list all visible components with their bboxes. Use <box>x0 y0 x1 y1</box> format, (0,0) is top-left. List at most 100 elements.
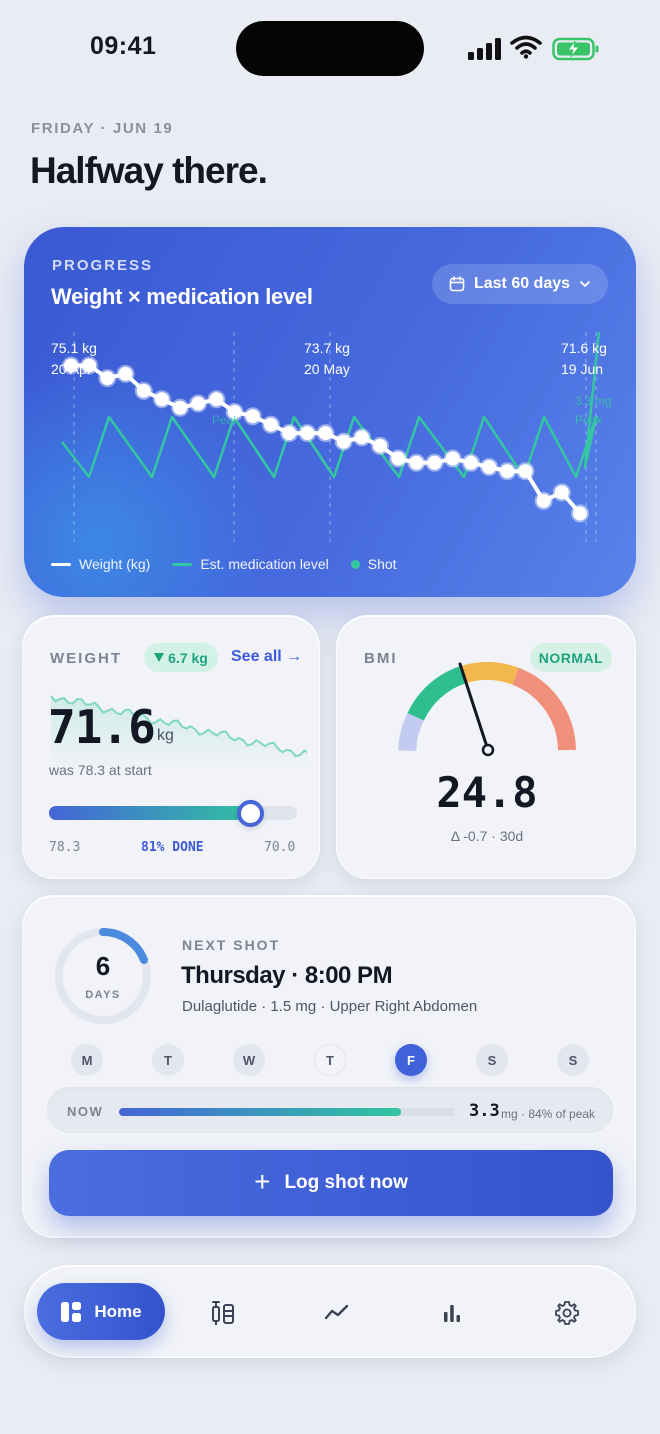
next-shot-card: 6 DAYS NEXT SHOT Thursday · 8:00 PM Dula… <box>22 895 636 1238</box>
tab-home-label: Home <box>94 1301 142 1321</box>
weight-point-20 <box>425 453 444 472</box>
weight-point-27 <box>552 483 571 502</box>
day-tue[interactable]: T <box>152 1044 184 1076</box>
days-until-shot: 6 <box>95 951 111 981</box>
start-weight: 78.3 <box>49 840 81 855</box>
day-sun[interactable]: S <box>557 1044 589 1076</box>
bmi-delta: Δ -0.7 · 30d <box>450 828 524 844</box>
weight-point-22 <box>461 453 480 472</box>
legend-weight-swatch <box>51 562 71 566</box>
weight-start-note: was 78.3 at start <box>49 762 152 778</box>
annotation-value-3: 71.6 kg <box>561 340 607 356</box>
plus-icon: + <box>254 1165 271 1197</box>
next-shot-eyebrow: NEXT SHOT <box>182 937 281 953</box>
cellular-signal-icon <box>468 38 501 60</box>
weight-point-24 <box>498 462 517 481</box>
chart-legend: Weight (kg) Est. medication level Shot <box>51 556 397 572</box>
annotation-date-3: 19 Jun <box>561 361 603 377</box>
weight-point-16 <box>352 428 371 447</box>
tab-stats-icon[interactable] <box>438 1299 466 1327</box>
weight-point-10 <box>243 407 262 426</box>
legend-shot: Shot <box>350 556 397 572</box>
tab-home[interactable]: Home <box>37 1283 165 1340</box>
annotation-value-1: 75.1 kg <box>51 340 97 356</box>
goal-progress-handle[interactable] <box>237 800 264 827</box>
bmi-card[interactable]: BMI NORMAL 24.8 Δ -0.7 · 30d <box>336 615 636 879</box>
gauge-segment-over <box>459 661 519 685</box>
legend-med-swatch <box>172 562 193 566</box>
legend-weight: Weight (kg) <box>51 556 150 572</box>
gauge-segment-obese <box>511 667 576 751</box>
tab-shots-syringe-icon[interactable] <box>209 1299 237 1327</box>
day-fri[interactable]: F <box>395 1044 427 1076</box>
goal-progress-fill <box>49 806 250 820</box>
bmi-gauge <box>398 661 576 757</box>
weight-point-1 <box>80 356 99 375</box>
day-thu[interactable]: T <box>314 1044 346 1076</box>
annotation-date-1: 20 Apr <box>51 361 92 377</box>
weight-point-28 <box>571 504 589 523</box>
weight-point-6 <box>171 398 190 417</box>
weight-point-21 <box>443 449 462 468</box>
weight-point-7 <box>189 394 208 413</box>
goal-percent-done: 81% DONE <box>141 840 204 855</box>
progress-eyebrow: PROGRESS <box>52 257 154 274</box>
see-all-label: See all <box>231 648 282 665</box>
annotation-value-2: 73.7 kg <box>304 340 350 356</box>
next-shot-time: Thursday · 8:00 PM <box>181 962 393 989</box>
weight-point-3 <box>116 364 135 383</box>
dynamic-island <box>236 21 424 76</box>
weight-label: WEIGHT <box>50 650 122 667</box>
weight-point-14 <box>316 424 335 443</box>
weight-unit: kg <box>157 727 174 744</box>
progress-title: Weight × medication level <box>51 284 313 309</box>
log-shot-label: Log shot now <box>284 1172 408 1193</box>
day-mon[interactable]: M <box>71 1044 103 1076</box>
weight-point-8 <box>207 390 226 409</box>
weight-card[interactable]: WEIGHT 6.7 kg See all → 71.6 kg was 78.3… <box>22 615 320 879</box>
weight-point-18 <box>389 449 408 468</box>
tab-settings-gear-icon[interactable] <box>553 1299 581 1327</box>
annotation-date-2: 20 May <box>304 361 350 377</box>
day-sat[interactable]: S <box>476 1044 508 1076</box>
date-range-selector[interactable]: Last 60 days <box>432 264 608 304</box>
goal-weight: 70.0 <box>264 840 296 855</box>
legend-weight-label: Weight (kg) <box>79 556 151 572</box>
weight-point-11 <box>261 415 280 434</box>
calendar-icon <box>449 276 465 292</box>
log-shot-button[interactable]: + Log shot now <box>49 1150 613 1216</box>
date-range-label: Last 60 days <box>473 275 571 292</box>
weight-point-12 <box>280 424 299 443</box>
bmi-status-badge: NORMAL <box>530 643 612 672</box>
weight-sparkline <box>50 695 307 771</box>
weight-point-15 <box>334 432 353 451</box>
mid-peak-label: Peak <box>212 413 240 427</box>
see-all-link[interactable]: See all → <box>231 648 302 666</box>
legend-med: Est. medication level <box>172 556 329 572</box>
level-unit: mg · 84% of peak <box>501 1107 596 1121</box>
week-days-row: M T W T F S S <box>71 1044 593 1076</box>
status-time: 09:41 <box>90 32 157 60</box>
page-title: Halfway there. <box>30 150 268 191</box>
next-shot-details: Dulaglutide · 1.5 mg · Upper Right Abdom… <box>182 998 478 1015</box>
gauge-needle <box>458 662 490 752</box>
level-value: 3.3 <box>469 1101 500 1121</box>
med-peak-label: Peak <box>575 413 603 427</box>
weight-point-9 <box>225 403 244 421</box>
date-label: FRIDAY · JUN 19 <box>31 120 174 137</box>
wifi-icon <box>510 35 542 59</box>
weight-medication-chart: 75.1 kg 20 Apr 73.7 kg 20 May 71.6 kg 19… <box>51 331 612 542</box>
weight-change-value: 6.7 kg <box>168 649 208 666</box>
bmi-label: BMI <box>364 650 398 667</box>
day-wed[interactable]: W <box>233 1044 265 1076</box>
bmi-value: 24.8 <box>436 768 538 817</box>
weight-point-23 <box>480 458 499 476</box>
weight-change-badge: 6.7 kg <box>144 643 218 672</box>
med-peak-value: 3.3 mg <box>575 394 612 408</box>
weight-point-2 <box>98 369 117 388</box>
weight-point-4 <box>134 381 153 400</box>
arrow-right-icon: → <box>286 648 303 665</box>
tab-trends-icon[interactable] <box>323 1299 351 1327</box>
now-label: NOW <box>67 1104 104 1119</box>
medication-level-line <box>61 331 601 479</box>
